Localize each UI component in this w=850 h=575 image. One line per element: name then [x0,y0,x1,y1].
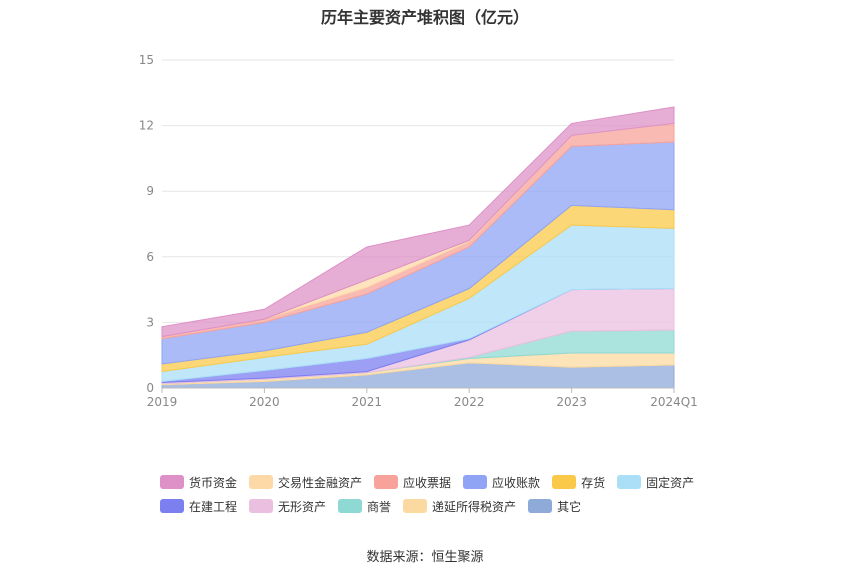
legend-swatch [552,475,577,489]
x-tick-label: 2022 [454,395,485,409]
legend-item[interactable]: 交易性金融资产 [249,474,362,491]
legend-item[interactable]: 商誉 [338,498,391,515]
legend-label: 交易性金融资产 [278,475,363,490]
y-tick-label: 12 [139,119,154,133]
legend-label: 其它 [557,499,582,514]
x-tick-label: 2023 [556,395,587,409]
legend-label: 应收账款 [492,475,541,490]
legend-swatch [617,475,642,489]
legend-swatch [374,475,399,489]
legend-item[interactable]: 无形资产 [249,498,326,515]
legend-label: 无形资产 [278,499,327,514]
legend-swatch [528,499,553,513]
legend-label: 固定资产 [646,475,695,490]
legend-swatch [160,499,184,513]
legend-item[interactable]: 存货 [552,474,605,491]
legend-item[interactable]: 固定资产 [617,474,694,491]
legend-swatch [403,499,428,513]
legend-item[interactable]: 货币资金 [160,474,237,491]
legend-swatch [338,499,363,513]
legend-item[interactable]: 在建工程 [160,498,237,515]
y-tick-label: 9 [146,184,154,198]
legend-swatch [249,499,274,513]
y-tick-label: 3 [146,315,154,329]
data-source: 数据来源：恒生聚源 [366,550,484,565]
legend-swatch [463,475,488,489]
x-tick-label: 2024Q1 [650,395,698,409]
legend-swatch [249,475,274,489]
legend-row: 货币资金 交易性金融资产 应收票据 应收账款 存货 固定资产 [160,470,720,494]
legend: 货币资金 交易性金融资产 应收票据 应收账款 存货 固定资产 在建工程 无形资产 商誉 递延所得… [160,470,720,518]
area-series [161,106,675,338]
legend-row: 在建工程 无形资产 商誉 递延所得税资产 其它 [160,494,720,518]
y-tick-label: 15 [139,53,154,67]
legend-item[interactable]: 递延所得税资产 [403,498,516,515]
legend-label: 递延所得税资产 [432,499,517,514]
stacked-area-chart: 0 3 6 9 12 15 2019 2020 2021 2022 2023 2024Q1 [139,53,698,409]
x-tick-label: 2019 [147,395,178,409]
legend-label: 商誉 [367,499,392,514]
x-tick-label: 2020 [249,395,280,409]
y-tick-label: 6 [146,250,154,264]
legend-label: 在建工程 [189,499,238,514]
legend-swatch [160,475,184,489]
legend-label: 应收票据 [403,475,452,490]
y-tick-label: 0 [146,381,154,395]
chart-title: 历年主要资产堆积图（亿元） [320,8,529,27]
legend-label: 货币资金 [189,475,238,490]
x-tick-label: 2021 [352,395,383,409]
legend-item[interactable]: 其它 [528,498,581,515]
legend-item[interactable]: 应收票据 [374,474,451,491]
legend-label: 存货 [581,475,606,490]
legend-item[interactable]: 应收账款 [463,474,540,491]
